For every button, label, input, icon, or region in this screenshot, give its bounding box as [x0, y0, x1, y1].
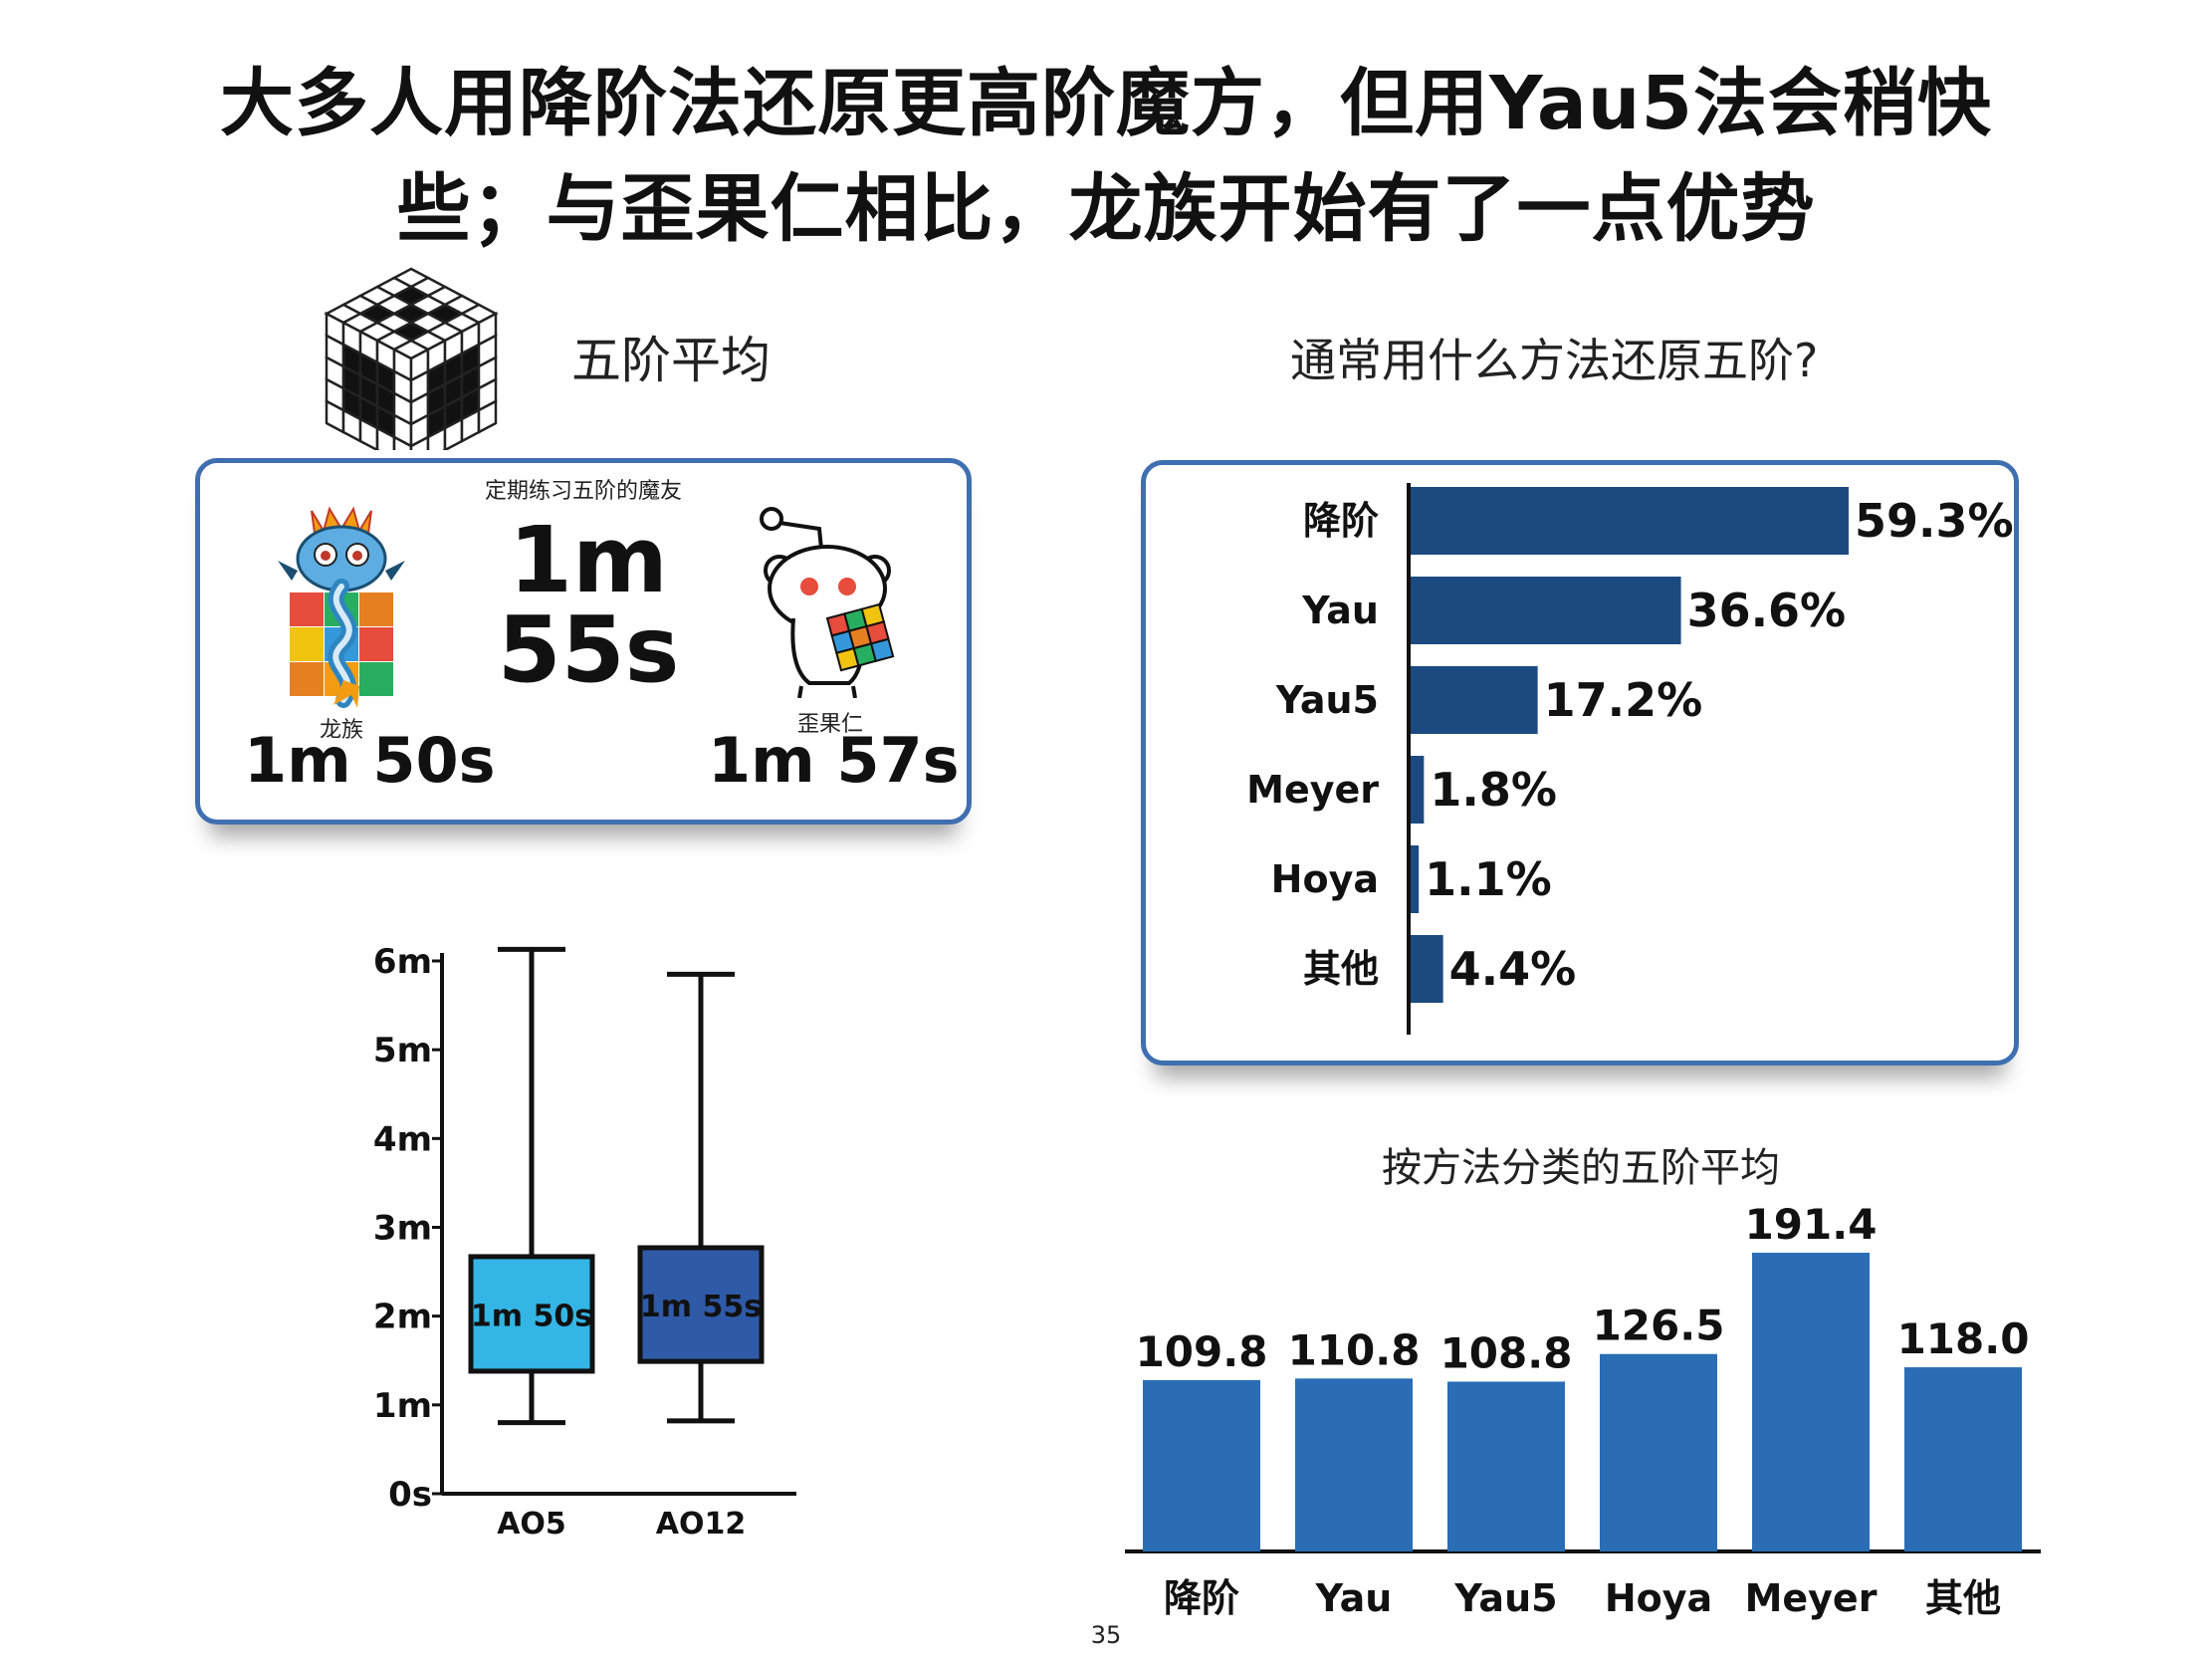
boxplot-box — [468, 1254, 595, 1374]
hbar-bar — [1411, 666, 1538, 734]
vbar-value-label: 108.8 — [1440, 1328, 1573, 1377]
method-average-chart: 109.8 降阶 110.8 Yau 108.8 Yau5 126.5 Hoya 191.4 Me… — [1125, 1200, 2041, 1620]
right-section-title: 通常用什么方法还原五阶? — [1290, 334, 1819, 387]
vbar-category-label: 其他 — [1925, 1576, 2001, 1620]
vbar-category-label: 降阶 — [1164, 1576, 1239, 1620]
boxplot-y-tick-label: 6m — [373, 942, 432, 982]
vbar-bar — [1295, 1378, 1413, 1551]
foreigner-time: 1m 57s — [708, 724, 960, 797]
vbar-bar — [1447, 1381, 1565, 1551]
hbar-bar — [1411, 577, 1681, 644]
cube-left-tile — [375, 425, 396, 450]
vbar-value-label: 191.4 — [1745, 1200, 1878, 1249]
cube-right-tile — [409, 434, 430, 450]
boxplot-chart: 0s 1m 2m 3m 4m 5m 6m 1m 50s AO5 1m 55s AO12 — [373, 942, 796, 1541]
boxplot-category-label: AO5 — [497, 1507, 566, 1541]
vbar-bar — [1904, 1367, 2022, 1551]
vbar-category-label: Yau — [1315, 1576, 1393, 1620]
boxplot-y-tick-label: 2m — [373, 1298, 432, 1337]
method-usage-chart: 降阶 59.3% Yau 36.6% Yau5 17.2% Meyer 1.8% Hoya 1.1… — [1246, 483, 2014, 1035]
vbar-value-label: 118.0 — [1897, 1314, 2030, 1363]
overall-time-seconds: 55s — [497, 596, 680, 703]
hbar-category-label: Meyer — [1246, 768, 1379, 812]
cube-left-tile — [392, 434, 413, 450]
hbar-bar — [1411, 487, 1849, 555]
cube-right-tile — [426, 425, 447, 450]
vbar-value-label: 126.5 — [1593, 1302, 1725, 1350]
boxplot-y-tick-label: 0s — [388, 1475, 432, 1515]
hbar-bar — [1411, 756, 1425, 824]
cube-left-tile — [358, 416, 379, 450]
method-average-title: 按方法分类的五阶平均 — [1382, 1145, 1780, 1191]
vbar-bar — [1143, 1379, 1260, 1551]
page-number: 35 — [1090, 1621, 1122, 1649]
vbar-category-label: Hoya — [1605, 1576, 1712, 1620]
boxplot-box — [637, 1245, 765, 1364]
hbar-value-label: 1.1% — [1425, 852, 1552, 906]
panel-header: 定期练习五阶的魔友 — [484, 479, 682, 504]
alien-mascot-icon — [760, 507, 895, 698]
vbar-value-label: 109.8 — [1136, 1327, 1268, 1376]
vbar-bar — [1600, 1353, 1717, 1551]
hbar-bar — [1411, 935, 1443, 1003]
hbar-category-label: Yau — [1301, 589, 1379, 632]
boxplot-y-tick-label: 4m — [373, 1119, 432, 1159]
cube-icon — [324, 267, 499, 450]
dragon-mascot-icon — [278, 506, 405, 708]
hbar-category-label: 降阶 — [1303, 499, 1379, 543]
left-section-title: 五阶平均 — [571, 332, 771, 389]
vbar-bar — [1752, 1253, 1870, 1551]
boxplot-box-label: 1m 55s — [640, 1290, 762, 1324]
hbar-value-label: 36.6% — [1687, 584, 1847, 637]
vbar-category-label: Yau5 — [1453, 1576, 1557, 1620]
method-panel: 降阶 59.3% Yau 36.6% Yau5 17.2% Meyer 1.8% Hoya 1.1… — [1141, 460, 2019, 1066]
hbar-value-label: 17.2% — [1544, 673, 1703, 727]
dragon-time: 1m 50s — [244, 724, 496, 797]
boxplot-y-tick-label: 1m — [373, 1386, 432, 1426]
boxplot-y-tick-label: 3m — [373, 1209, 432, 1249]
slide-title-line-1: 大多人用降阶法还原更高阶魔方，但用Yau5法会稍快 — [220, 61, 1992, 146]
boxplot-y-tick-label: 5m — [373, 1031, 432, 1070]
boxplot-category-label: AO12 — [656, 1507, 746, 1541]
cube-right-tile — [477, 398, 498, 435]
hbar-bar — [1411, 845, 1420, 913]
vbar-category-label: Meyer — [1745, 1576, 1878, 1620]
hbar-category-label: Yau5 — [1275, 678, 1379, 722]
hbar-value-label: 59.3% — [1855, 494, 2014, 548]
foreigner-label: 歪果仁 — [797, 712, 864, 737]
average-panel: 定期练习五阶的魔友 龙族 1m 50s 1m 55s — [195, 458, 972, 825]
hbar-value-label: 1.8% — [1430, 763, 1557, 817]
dragon-label: 龙族 — [320, 718, 364, 743]
hbar-category-label: Hoya — [1271, 857, 1379, 901]
hbar-category-label: 其他 — [1303, 947, 1379, 991]
overall-time-minutes: 1m — [509, 507, 668, 613]
hbar-value-label: 4.4% — [1449, 942, 1577, 996]
vbar-value-label: 110.8 — [1288, 1325, 1421, 1374]
slide-title-line-2: 些；与歪果仁相比，龙族开始有了一点优势 — [396, 166, 1816, 252]
boxplot-box-label: 1m 50s — [471, 1299, 592, 1333]
